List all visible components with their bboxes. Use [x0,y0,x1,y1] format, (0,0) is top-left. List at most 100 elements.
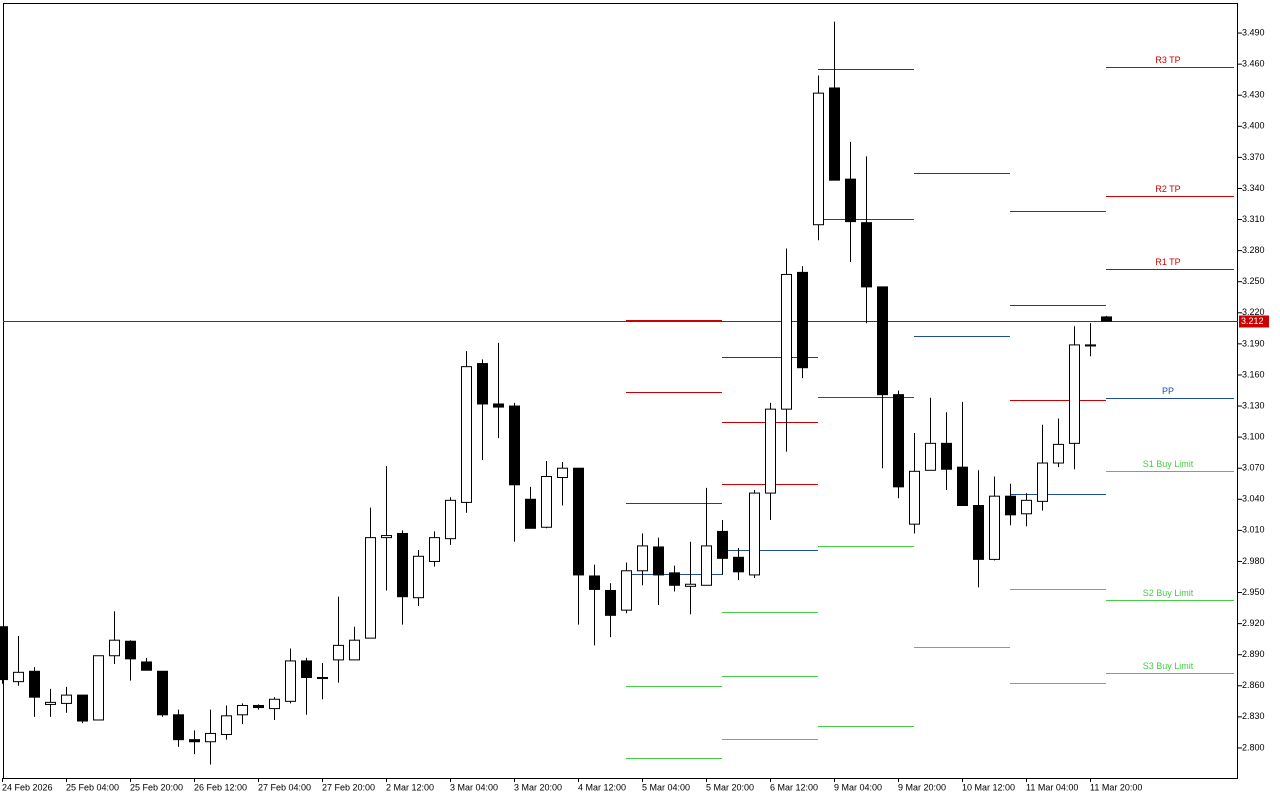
current-price-box [1239,315,1269,328]
candle-body [1085,344,1096,347]
candle-body [1005,495,1016,516]
candle-body [477,363,488,405]
candle-body [733,556,744,573]
candle-body [61,694,72,704]
candle-body [157,670,168,716]
current-price-label: 3.212 [1241,316,1264,326]
y-tick-label: 3.280 [1242,245,1265,255]
y-tick-label: 3.070 [1242,463,1265,473]
candle-body [141,661,152,671]
candle-body [253,704,264,709]
candle-body [621,570,632,611]
candle-body [781,273,792,410]
x-tick-label: 2 Mar 12:00 [386,782,434,792]
candle-body [957,466,968,507]
y-tick-label: 3.100 [1242,431,1265,441]
candle-body [893,394,904,488]
candle-body [461,366,472,503]
candle-body [301,660,312,678]
candle-body [813,92,824,226]
candle-body [77,694,88,722]
candle-body [173,714,184,741]
x-tick-label: 9 Mar 04:00 [834,782,882,792]
x-tick-label: 25 Feb 20:00 [130,782,183,792]
candle-body [765,408,776,494]
candle-body [317,676,328,680]
candle-body [909,470,920,525]
candle-body [413,555,424,599]
candle-body [829,87,840,181]
candle-body [365,537,376,639]
x-tick-label: 6 Mar 12:00 [770,782,818,792]
candle-body [189,739,200,743]
candle-body [1037,462,1048,502]
candle-body [333,644,344,661]
candle-body [1069,344,1080,444]
candle-body [589,575,600,590]
level-label: PP [1162,386,1174,396]
candle-body [941,442,952,470]
plot-frame [3,3,1238,779]
candle-body [221,715,232,735]
candle-body [541,475,552,528]
candle-body [989,495,1000,560]
candle-body [1021,499,1032,515]
x-tick-label: 3 Mar 04:00 [450,782,498,792]
candle-body [93,655,104,721]
y-tick-label: 2.830 [1242,711,1265,721]
candle-body [669,572,680,586]
y-tick-label: 2.980 [1242,556,1265,566]
candle-body [925,442,936,471]
y-tick-label: 2.920 [1242,618,1265,628]
candle-body [701,545,712,586]
level-label: R2 TP [1155,184,1180,194]
candle-body [973,505,984,560]
y-tick-label: 3.160 [1242,369,1265,379]
level-label: S2 Buy Limit [1143,588,1194,598]
y-tick-label: 2.800 [1242,742,1265,752]
candle-body [797,271,808,369]
x-tick-label: 4 Mar 12:00 [578,782,626,792]
level-label: S3 Buy Limit [1143,661,1194,671]
candle-body [1101,316,1112,322]
candle-body [749,492,760,576]
x-tick-label: 11 Mar 04:00 [1026,782,1078,792]
y-tick-label: 3.460 [1242,59,1265,69]
x-tick-label: 27 Feb 20:00 [322,782,375,792]
y-tick-label: 3.400 [1242,121,1265,131]
y-tick-label: 3.490 [1242,27,1265,37]
candle-body [397,532,408,598]
y-tick-label: 3.040 [1242,494,1265,504]
candle-body [349,639,360,661]
y-tick-label: 3.340 [1242,183,1265,193]
candle-body [573,467,584,576]
candle-body [45,701,56,705]
candle-body [109,639,120,657]
candle-body [0,626,8,681]
candle-body [685,583,696,587]
candle-body [29,670,40,698]
y-tick-label: 3.430 [1242,90,1265,100]
level-label: R1 TP [1155,257,1180,267]
y-tick-label: 3.370 [1242,152,1265,162]
x-tick-label: 5 Mar 04:00 [642,782,690,792]
x-tick-label: 9 Mar 20:00 [898,782,946,792]
candle-body [861,222,872,288]
candle-body [1053,443,1064,464]
candle-body [509,405,520,486]
candle-body [429,537,440,562]
candle-body [269,698,280,710]
candle-body [877,286,888,396]
y-tick-label: 3.130 [1242,400,1265,410]
candle-body [445,499,456,540]
y-tick-label: 3.310 [1242,214,1265,224]
x-tick-label: 5 Mar 20:00 [706,782,754,792]
y-tick-label: 2.860 [1242,680,1265,690]
candle-body [653,546,664,576]
candle-body [13,671,24,683]
level-label: S1 Buy Limit [1143,459,1194,469]
x-tick-label: 27 Feb 04:00 [258,782,311,792]
y-tick-label: 2.890 [1242,649,1265,659]
y-tick-label: 3.010 [1242,525,1265,535]
